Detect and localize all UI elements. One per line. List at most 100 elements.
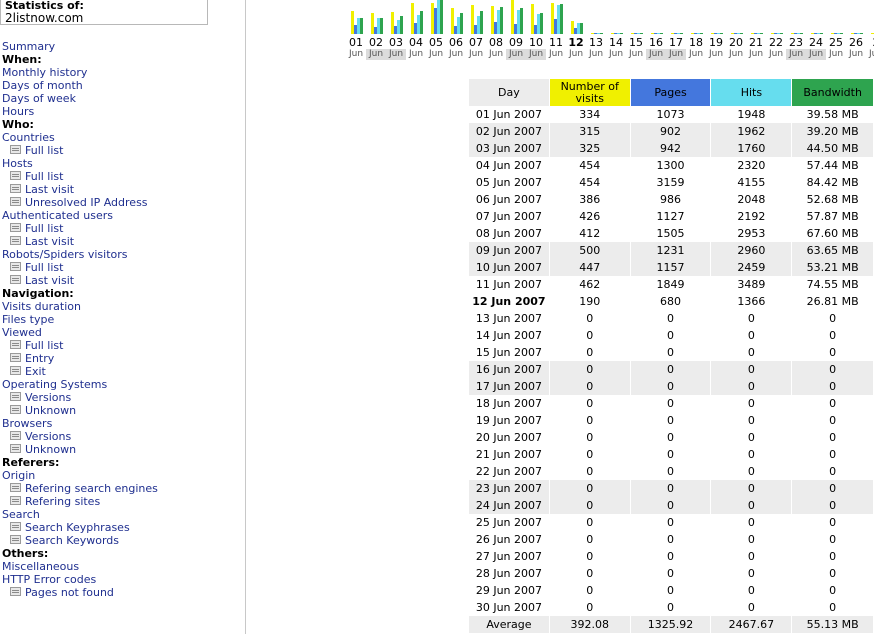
chart-bar: [351, 11, 354, 34]
chart-month-label: Jun: [568, 49, 584, 59]
cell-visits: 0: [586, 329, 594, 342]
menu-item-origin[interactable]: Origin: [2, 469, 158, 482]
cell-day: 04 Jun 2007: [475, 159, 542, 172]
menu-item-operating-systems[interactable]: Operating Systems: [2, 378, 158, 391]
table-row: 08 Jun 2007 412 1505 2953 67.60 MB: [469, 225, 873, 242]
menu-subitem-versions[interactable]: Versions: [2, 430, 158, 443]
menu-item-hosts[interactable]: Hosts: [2, 157, 158, 170]
menu-label: HTTP Error codes: [2, 573, 97, 586]
menu-item-http-error-codes[interactable]: HTTP Error codes: [2, 573, 158, 586]
chart-day-label: 21: [749, 36, 763, 49]
menu-item-files-type[interactable]: Files type: [2, 313, 158, 326]
cell-bandwidth: 0: [829, 584, 837, 597]
cell-hits: 1760: [711, 140, 792, 157]
chart-month-label: Jun: [868, 49, 874, 59]
day-bars: [486, 0, 506, 34]
menu-label: Search Keyphrases: [25, 521, 130, 534]
chart-bar: [411, 3, 414, 34]
cell-day: 03 Jun 2007: [469, 140, 549, 157]
menu-subitem-full-list[interactable]: Full list: [2, 144, 158, 157]
day-bars: [846, 0, 866, 34]
menu-subitem-refering-sites[interactable]: Refering sites: [2, 495, 158, 508]
chart-bar: [360, 18, 363, 34]
col-header-hits: Hits: [711, 79, 792, 106]
chart-day-label: 06: [449, 36, 463, 49]
menu-item-summary[interactable]: Summary: [2, 40, 158, 53]
menu-item-monthly-history[interactable]: Monthly history: [2, 66, 158, 79]
chart-bar: [620, 33, 623, 34]
menu-item-authenticated-users[interactable]: Authenticated users: [2, 209, 158, 222]
day-bars: [646, 0, 666, 34]
menu-subitem-entry[interactable]: Entry: [2, 352, 158, 365]
cell-hits: 1962: [711, 123, 792, 140]
cell-day: 02 Jun 2007: [469, 123, 549, 140]
menu-subitem-unknown[interactable]: Unknown: [2, 443, 158, 456]
menu-item-visits-duration[interactable]: Visits duration: [2, 300, 158, 313]
site-header-box: Statistics of: 2listnow.com: [0, 0, 208, 25]
menu-subitem-last-visit[interactable]: Last visit: [2, 274, 158, 287]
cell-pages: 0: [667, 414, 675, 427]
cell-hits: 0: [747, 550, 755, 563]
chart-month-label: Jun: [806, 49, 826, 60]
cell-visits: 0: [586, 312, 594, 325]
chart-bar: [500, 7, 503, 34]
menu-subitem-full-list[interactable]: Full list: [2, 170, 158, 183]
chart-bar: [431, 3, 434, 34]
menu-subitem-full-list[interactable]: Full list: [2, 222, 158, 235]
cell-hits: 1366: [737, 295, 766, 308]
chart-month-label: Jun: [608, 49, 624, 59]
average-bandwidth: 55.13 MB: [792, 616, 873, 633]
menu-subitem-exit[interactable]: Exit: [2, 365, 158, 378]
menu-subitem-last-visit[interactable]: Last visit: [2, 183, 158, 196]
chart-bar: [531, 4, 534, 34]
cell-hits: 0: [747, 448, 755, 461]
table-row: 25 Jun 2007 0 0 0 0: [469, 514, 873, 531]
menu-subitem-full-list[interactable]: Full list: [2, 261, 158, 274]
cell-hits: 0: [711, 361, 792, 378]
table-row: 20 Jun 2007 0 0 0 0: [469, 429, 873, 446]
menu-item-browsers[interactable]: Browsers: [2, 417, 158, 430]
menu-subitem-search-keyphrases[interactable]: Search Keyphrases: [2, 521, 158, 534]
menu-item-countries[interactable]: Countries: [2, 131, 158, 144]
cell-pages: 0: [667, 567, 675, 580]
table-row: 01 Jun 2007 334 1073 1948 39.58 MB: [469, 106, 873, 123]
day-bars: [746, 0, 766, 34]
day-bars: [566, 0, 586, 34]
chart-bar: [517, 10, 520, 34]
menu-item-hours[interactable]: Hours: [2, 105, 158, 118]
menu-subitem-search-keywords[interactable]: Search Keywords: [2, 534, 158, 547]
menu-subitem-unresolved-ip-address[interactable]: Unresolved IP Address: [2, 196, 158, 209]
day-bars: [386, 0, 406, 34]
menu-subitem-unknown[interactable]: Unknown: [2, 404, 158, 417]
menu-label: Robots/Spiders visitors: [2, 248, 128, 261]
day-bars: [586, 0, 606, 34]
list-icon: [10, 197, 21, 206]
chart-day-label: 05: [429, 36, 443, 49]
menu-label: Full list: [25, 170, 64, 183]
cell-visits: 0: [586, 448, 594, 461]
menu-subitem-last-visit[interactable]: Last visit: [2, 235, 158, 248]
table-row: 19 Jun 2007 0 0 0 0: [469, 412, 873, 429]
menu-subitem-full-list[interactable]: Full list: [2, 339, 158, 352]
menu-item-viewed[interactable]: Viewed: [2, 326, 158, 339]
cell-bandwidth: 63.65 MB: [792, 242, 873, 259]
chart-bar: [677, 33, 680, 34]
menu-label: Unknown: [25, 443, 77, 456]
table-row: 22 Jun 2007 0 0 0 0: [469, 463, 873, 480]
menu-item-days-of-week[interactable]: Days of week: [2, 92, 158, 105]
day-bars: [406, 0, 426, 34]
cell-hits: 0: [747, 465, 755, 478]
menu-label: Others:: [2, 547, 49, 560]
chart-day-label: 15: [629, 36, 643, 49]
menu-item-days-of-month[interactable]: Days of month: [2, 79, 158, 92]
menu-item-robots-spiders-visitors[interactable]: Robots/Spiders visitors: [2, 248, 158, 261]
day-bars: [726, 0, 746, 34]
chart-month-label: Jun: [468, 49, 484, 59]
cell-day: 27 Jun 2007: [475, 550, 542, 563]
menu-item-search[interactable]: Search: [2, 508, 158, 521]
chart-day-label: 23: [789, 36, 803, 49]
menu-subitem-versions[interactable]: Versions: [2, 391, 158, 404]
menu-subitem-refering-search-engines[interactable]: Refering search engines: [2, 482, 158, 495]
menu-item-miscellaneous[interactable]: Miscellaneous: [2, 560, 158, 573]
menu-subitem-pages-not-found[interactable]: Pages not found: [2, 586, 158, 599]
